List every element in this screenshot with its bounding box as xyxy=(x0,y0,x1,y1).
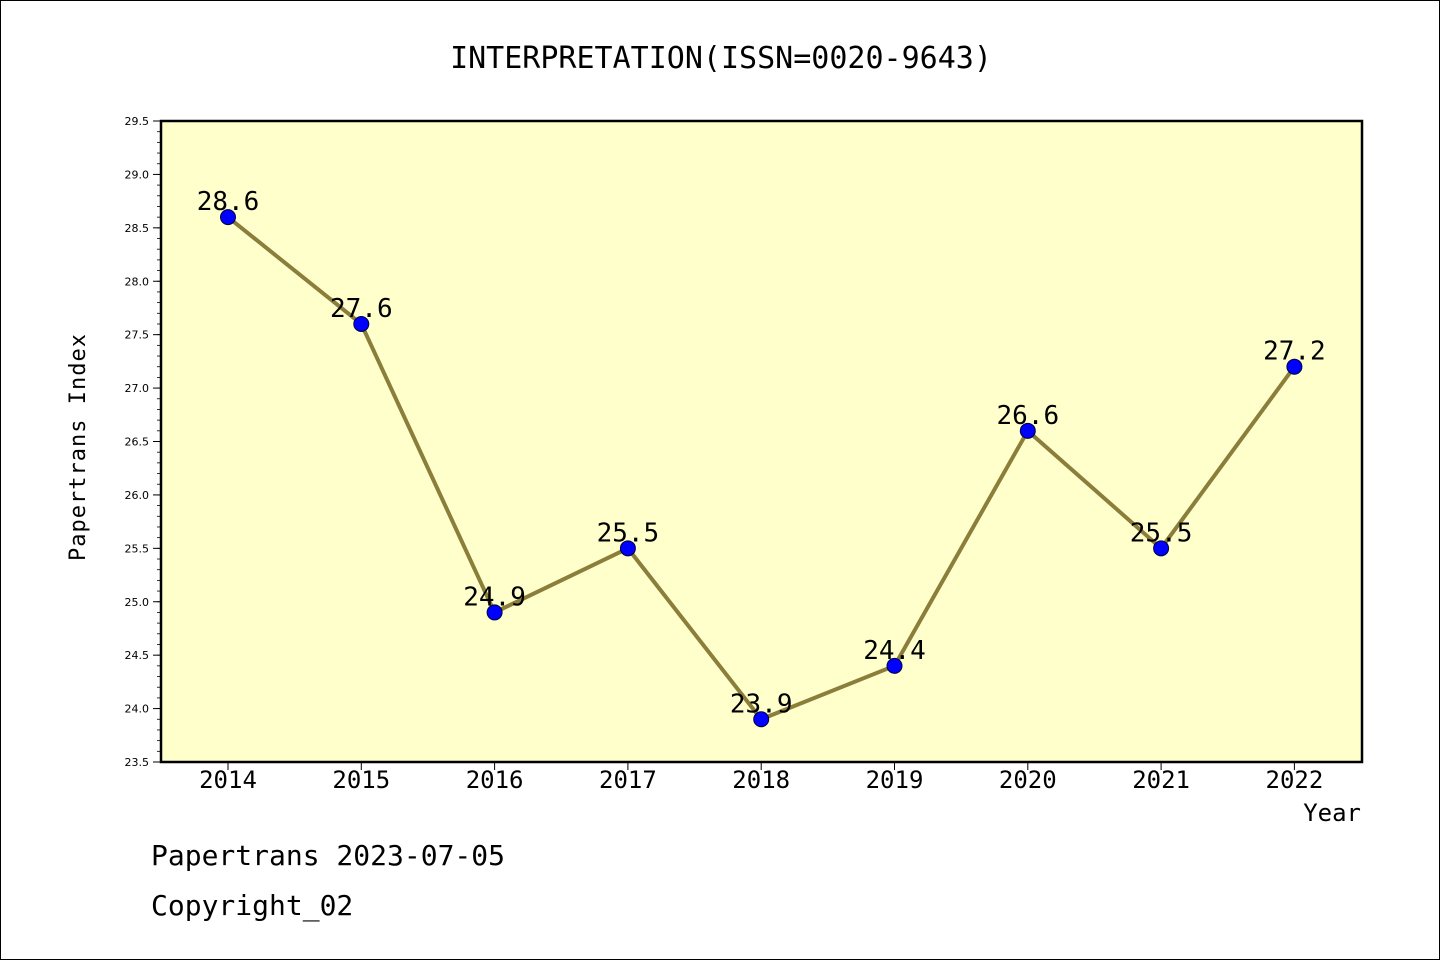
y-tick-label: 27.0 xyxy=(125,382,150,395)
x-tick-label: 2019 xyxy=(866,766,924,794)
y-axis-label: Papertrans Index xyxy=(66,333,91,561)
series-line-segment xyxy=(892,428,1030,668)
y-tick-label: 26.0 xyxy=(125,489,150,502)
y-tick-label: 28.0 xyxy=(125,275,150,288)
x-tick-label: 2015 xyxy=(332,766,390,794)
y-tick-label: 28.5 xyxy=(125,222,150,235)
x-tick-label: 2018 xyxy=(732,766,790,794)
x-tick-label: 2014 xyxy=(199,766,257,794)
data-label: 24.4 xyxy=(863,636,926,666)
series-line-segment xyxy=(1025,428,1164,551)
data-point xyxy=(1286,358,1303,375)
chart-title: INTERPRETATION(ISSN=0020-9643) xyxy=(450,41,992,76)
data-point xyxy=(353,315,370,332)
data-points xyxy=(220,209,1303,728)
data-point xyxy=(753,711,770,728)
plot-area xyxy=(159,119,1364,764)
x-axis-label: Year xyxy=(1303,799,1361,827)
y-axis: 23.5 24.0 24.5 25.0 25.5 26.0 26.5 27.0 27.5 28.0… xyxy=(125,115,161,769)
series-line-group xyxy=(226,215,1297,722)
series-line-segment xyxy=(759,663,897,722)
y-tick-label: 25.5 xyxy=(125,542,150,555)
data-label: 25.5 xyxy=(1130,518,1193,548)
data-label: 27.2 xyxy=(1263,337,1326,367)
y-tick-label: 26.5 xyxy=(125,436,150,449)
y-tick-label: 23.5 xyxy=(125,756,150,769)
data-label: 27.6 xyxy=(330,294,393,324)
data-label: 23.9 xyxy=(730,689,793,719)
y-tick-label: 25.0 xyxy=(125,596,150,609)
x-axis: 2014 2015 2016 2017 2018 2019 2020 2021 2022 xyxy=(199,762,1323,794)
data-point xyxy=(1019,422,1036,439)
data-labels: 28.6 27.6 24.9 25.5 23.9 24.4 26.6 25.5 27.2 xyxy=(197,187,1326,719)
data-label: 28.6 xyxy=(197,187,260,217)
y-tick-label: 24.0 xyxy=(125,703,150,716)
series-line-segment xyxy=(226,215,364,326)
x-tick-label: 2017 xyxy=(599,766,657,794)
data-point xyxy=(1153,540,1170,557)
data-point xyxy=(220,209,236,226)
data-label: 25.5 xyxy=(597,518,660,548)
x-tick-label: 2022 xyxy=(1266,766,1324,794)
series-line-segment xyxy=(492,546,630,615)
y-tick-label: 29.0 xyxy=(125,168,150,181)
x-tick-label: 2020 xyxy=(999,766,1057,794)
x-tick-label: 2021 xyxy=(1132,766,1190,794)
series-line-segment xyxy=(625,546,764,722)
y-tick-label: 24.5 xyxy=(125,649,150,662)
series-line-segment xyxy=(359,321,497,615)
data-point xyxy=(619,540,636,557)
footer-date-stamp: Papertrans 2023-07-05 xyxy=(151,839,505,872)
y-tick-label: 27.5 xyxy=(125,329,150,342)
series-line-segment xyxy=(1159,364,1297,551)
data-label: 24.9 xyxy=(463,582,526,612)
data-point xyxy=(886,657,903,674)
y-tick-label: 29.5 xyxy=(125,115,150,128)
data-point xyxy=(486,604,503,621)
data-label: 26.6 xyxy=(996,401,1059,431)
x-tick-label: 2016 xyxy=(466,766,524,794)
footer-copyright: Copyright_02 xyxy=(151,889,353,923)
